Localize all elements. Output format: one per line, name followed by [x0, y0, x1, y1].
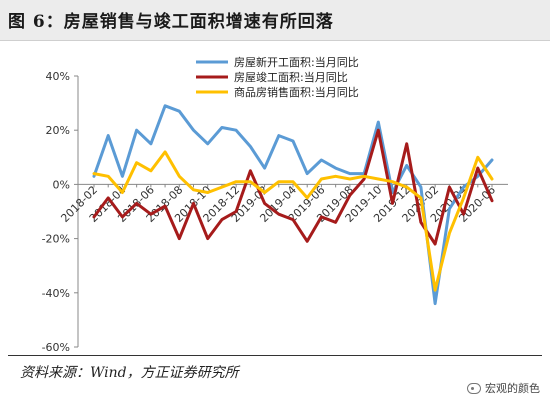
- figure-header: 图 6：房屋销售与竣工面积增速有所回落: [0, 0, 550, 41]
- brand-watermark: 宏观的颜色: [467, 380, 540, 396]
- legend-label-2: 房屋竣工面积:当月同比: [234, 70, 348, 84]
- y-tick-label: -20%: [42, 233, 70, 246]
- y-tick-label: -40%: [42, 287, 70, 300]
- legend-label-1: 房屋新开工面积:当月同比: [234, 55, 359, 69]
- y-tick-label: 0%: [53, 178, 70, 191]
- brand-name: 宏观的颜色: [485, 382, 540, 395]
- line-chart: 40%20%0%-20%-40%-60% 2018-022018-042018-…: [42, 55, 508, 354]
- y-tick-label: 40%: [46, 70, 70, 83]
- wechat-icon: [467, 382, 481, 394]
- source-note: 资料来源：Wind，方正证券研究所: [20, 365, 239, 381]
- series-line-3: [92, 150, 494, 292]
- y-axis: 40% 20% 0% -20% -40% -60%: [42, 70, 79, 354]
- footer-divider: [8, 355, 542, 356]
- legend-label-3: 商品房销售面积:当月同比: [234, 85, 359, 99]
- figure-title: 图 6：房屋销售与竣工面积增速有所回落: [8, 12, 334, 32]
- y-tick-label: 20%: [46, 124, 70, 137]
- series-lines: [92, 104, 494, 306]
- y-tick-label: -60%: [42, 341, 70, 354]
